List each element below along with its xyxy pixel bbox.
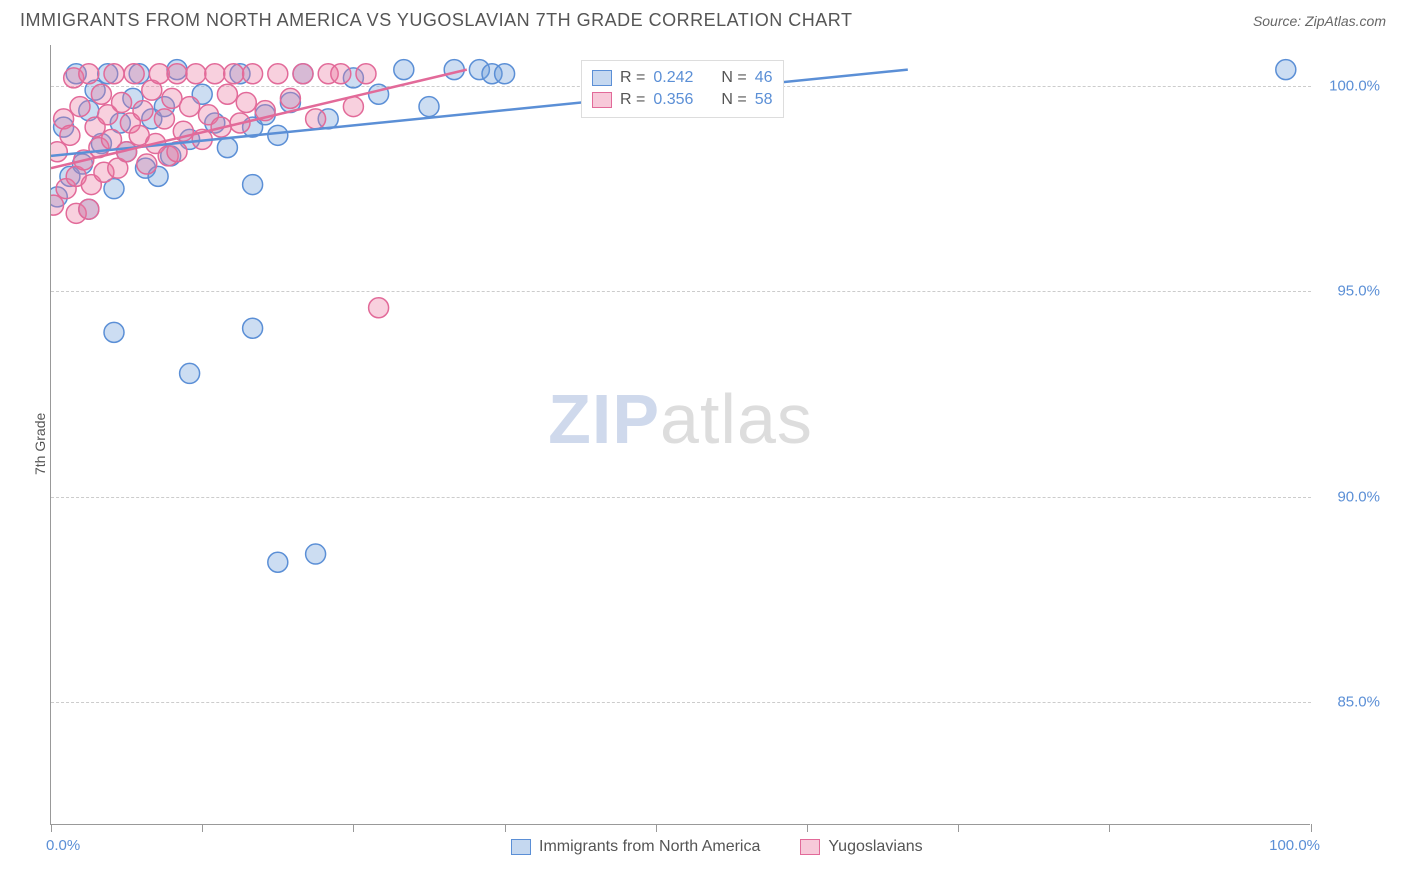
data-point bbox=[268, 125, 288, 145]
data-point bbox=[444, 60, 464, 80]
data-point bbox=[205, 64, 225, 84]
x-tick bbox=[353, 824, 354, 832]
x-tick bbox=[807, 824, 808, 832]
data-point bbox=[217, 84, 237, 104]
data-point bbox=[419, 97, 439, 117]
data-point bbox=[331, 64, 351, 84]
data-point bbox=[104, 64, 124, 84]
data-point bbox=[356, 64, 376, 84]
data-point bbox=[306, 109, 326, 129]
data-point bbox=[495, 64, 515, 84]
legend-stats-row-2: R = 0.356 N = 58 bbox=[592, 89, 773, 111]
data-point bbox=[217, 138, 237, 158]
legend-stats: R = 0.242 N = 46 R = 0.356 N = 58 bbox=[581, 60, 784, 118]
r-label-2: R = bbox=[620, 91, 645, 109]
x-tick bbox=[656, 824, 657, 832]
data-point bbox=[60, 125, 80, 145]
swatch-pink-icon bbox=[800, 839, 820, 855]
data-point bbox=[268, 552, 288, 572]
x-tick-label-min: 0.0% bbox=[46, 837, 80, 854]
x-tick bbox=[958, 824, 959, 832]
data-point bbox=[343, 97, 363, 117]
x-tick bbox=[51, 824, 52, 832]
swatch-pink-icon bbox=[592, 92, 612, 108]
n-value-2: 58 bbox=[755, 91, 773, 109]
data-point bbox=[306, 544, 326, 564]
data-point bbox=[137, 154, 157, 174]
data-point bbox=[1276, 60, 1296, 80]
data-point bbox=[243, 64, 263, 84]
legend-series: Immigrants from North America Yugoslavia… bbox=[511, 838, 923, 856]
data-point bbox=[91, 84, 111, 104]
n-label-2: N = bbox=[721, 91, 746, 109]
y-axis-label: 7th Grade bbox=[32, 413, 48, 475]
data-point bbox=[243, 318, 263, 338]
y-tick-label: 90.0% bbox=[1337, 488, 1380, 505]
swatch-blue-icon bbox=[511, 839, 531, 855]
r-value-1: 0.242 bbox=[653, 69, 693, 87]
x-tick bbox=[505, 824, 506, 832]
source-attribution: Source: ZipAtlas.com bbox=[1253, 13, 1386, 29]
y-tick-label: 100.0% bbox=[1329, 78, 1380, 95]
data-point bbox=[186, 64, 206, 84]
chart-title: IMMIGRANTS FROM NORTH AMERICA VS YUGOSLA… bbox=[20, 10, 852, 31]
x-tick bbox=[202, 824, 203, 832]
swatch-blue-icon bbox=[592, 70, 612, 86]
data-point bbox=[224, 64, 244, 84]
data-point bbox=[79, 199, 99, 219]
data-point bbox=[70, 97, 90, 117]
data-point bbox=[167, 64, 187, 84]
x-tick bbox=[1109, 824, 1110, 832]
x-tick-label-max: 100.0% bbox=[1269, 837, 1320, 854]
chart-area: 7th Grade ZIPatlas 85.0%90.0%95.0%100.0%… bbox=[50, 45, 1390, 825]
y-tick-label: 95.0% bbox=[1337, 283, 1380, 300]
n-value-1: 46 bbox=[755, 69, 773, 87]
data-point bbox=[243, 175, 263, 195]
data-point bbox=[180, 363, 200, 383]
plot-region: ZIPatlas 85.0%90.0%95.0%100.0% R = 0.242… bbox=[50, 45, 1310, 825]
data-point bbox=[268, 64, 288, 84]
data-point bbox=[280, 88, 300, 108]
data-point bbox=[369, 84, 389, 104]
r-label: R = bbox=[620, 69, 645, 87]
header: IMMIGRANTS FROM NORTH AMERICA VS YUGOSLA… bbox=[0, 0, 1406, 36]
data-point bbox=[104, 322, 124, 342]
legend-label-1: Immigrants from North America bbox=[539, 838, 760, 856]
legend-label-2: Yugoslavians bbox=[828, 838, 922, 856]
data-point bbox=[293, 64, 313, 84]
data-point bbox=[369, 298, 389, 318]
legend-item-2: Yugoslavians bbox=[800, 838, 922, 856]
data-point bbox=[112, 92, 132, 112]
data-point bbox=[133, 101, 153, 121]
data-point bbox=[236, 92, 256, 112]
scatter-plot-svg bbox=[51, 45, 1311, 825]
legend-item-1: Immigrants from North America bbox=[511, 838, 760, 856]
data-point bbox=[154, 109, 174, 129]
n-label: N = bbox=[721, 69, 746, 87]
data-point bbox=[124, 64, 144, 84]
y-tick-label: 85.0% bbox=[1337, 693, 1380, 710]
legend-stats-row-1: R = 0.242 N = 46 bbox=[592, 67, 773, 89]
data-point bbox=[79, 64, 99, 84]
x-tick bbox=[1311, 824, 1312, 832]
data-point bbox=[180, 97, 200, 117]
data-point bbox=[394, 60, 414, 80]
r-value-2: 0.356 bbox=[653, 91, 693, 109]
